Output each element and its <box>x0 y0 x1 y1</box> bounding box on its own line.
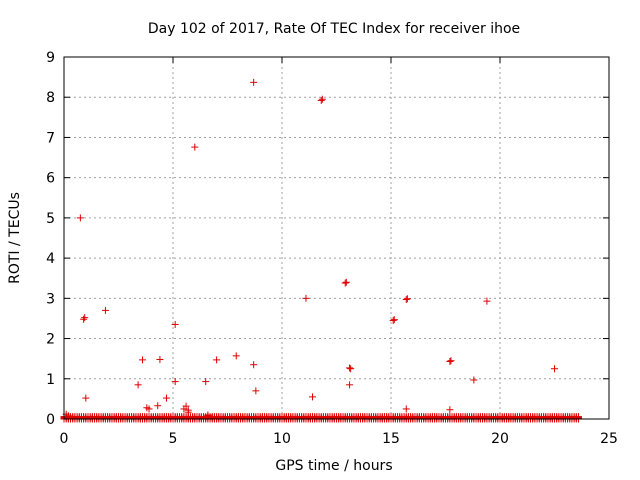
data-point <box>483 297 491 305</box>
x-tick-label: 15 <box>382 431 400 447</box>
data-point <box>403 295 411 303</box>
chart-title: Day 102 of 2017, Rate Of TEC Index for r… <box>148 21 520 37</box>
data-point <box>101 306 109 314</box>
x-tick-label: 0 <box>60 431 69 447</box>
y-tick-label: 4 <box>46 251 55 267</box>
data-point <box>250 78 258 86</box>
data-point <box>204 411 212 419</box>
y-tick-label: 1 <box>46 372 55 388</box>
data-point <box>154 402 162 410</box>
data-point <box>402 405 410 413</box>
data-point <box>171 320 179 328</box>
data-point <box>64 412 72 420</box>
data-point <box>80 315 88 323</box>
data-point <box>138 356 146 364</box>
data-point <box>302 294 310 302</box>
data-point <box>145 405 153 413</box>
gridlines <box>64 57 609 419</box>
data-points <box>60 78 582 423</box>
data-point <box>182 402 190 410</box>
data-point <box>184 406 192 414</box>
data-point <box>342 278 350 286</box>
data-point <box>447 357 455 365</box>
y-tick-label: 9 <box>46 50 55 66</box>
y-axis-label: ROTI / TECUs <box>7 192 23 284</box>
data-point <box>250 361 258 369</box>
y-tick-label: 6 <box>46 171 55 187</box>
data-point <box>446 406 454 414</box>
data-point <box>252 387 260 395</box>
data-point <box>191 143 199 151</box>
data-point <box>82 394 90 402</box>
data-point <box>317 96 325 104</box>
data-point <box>347 365 355 373</box>
data-point <box>309 393 317 401</box>
x-tick-label: 25 <box>600 431 618 447</box>
y-tick-label: 3 <box>46 291 55 307</box>
data-point <box>389 316 397 324</box>
data-point <box>346 381 354 389</box>
data-point <box>232 352 240 360</box>
y-tick-label: 7 <box>46 130 55 146</box>
data-point <box>134 381 142 389</box>
axis-ticks: 0 5 10 15 20 25 0 1 2 3 4 5 6 7 8 9 <box>46 50 618 447</box>
data-point <box>76 214 84 222</box>
x-tick-label: 10 <box>273 431 291 447</box>
data-point <box>162 394 170 402</box>
data-point <box>156 355 164 363</box>
data-point <box>390 316 398 324</box>
y-tick-label: 0 <box>46 412 55 428</box>
x-axis-label: GPS time / hours <box>275 458 392 474</box>
x-tick-label: 20 <box>491 431 509 447</box>
data-point <box>551 365 558 373</box>
data-point <box>202 378 210 386</box>
y-tick-label: 2 <box>46 332 55 348</box>
data-point <box>446 357 454 365</box>
data-point <box>213 356 221 364</box>
data-point <box>470 376 478 384</box>
data-point <box>341 279 349 287</box>
plot-frame <box>63 56 610 420</box>
y-tick-label: 8 <box>46 90 55 106</box>
data-point <box>171 378 179 386</box>
data-point <box>402 296 410 304</box>
y-tick-label: 5 <box>46 211 55 227</box>
data-point <box>346 364 354 372</box>
data-point <box>81 314 89 322</box>
data-point <box>318 95 326 103</box>
x-tick-label: 5 <box>169 431 178 447</box>
